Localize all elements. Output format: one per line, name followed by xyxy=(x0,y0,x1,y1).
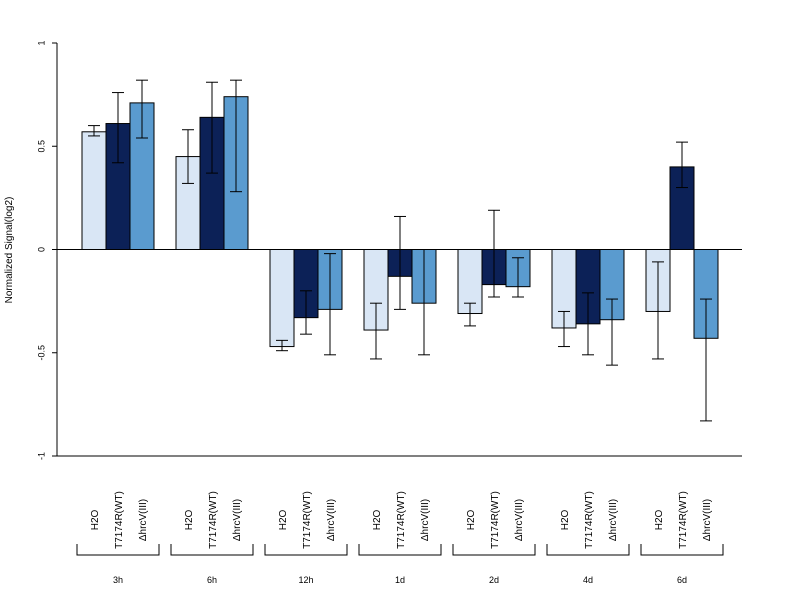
group-bracket xyxy=(170,544,254,556)
category-label: H2O xyxy=(184,509,195,530)
category-label: T7174R(WT) xyxy=(396,491,407,549)
category-label: H2O xyxy=(278,509,289,530)
group-label: 1d xyxy=(395,575,405,585)
category-label: H2O xyxy=(372,509,383,530)
y-axis: 1 0.5 0 -0.5 -1 xyxy=(36,40,58,460)
category-label: H2O xyxy=(560,509,571,530)
group-label: 12h xyxy=(298,575,313,585)
category-label: T7174R(WT) xyxy=(302,491,313,549)
category-label: T7174R(WT) xyxy=(114,491,125,549)
category-labels-layer: H2O T7174R(WT) ΔhrcV(III) H2O T7174R(WT) Δhrc… xyxy=(90,491,713,549)
group-bracket xyxy=(76,544,160,556)
group-label: 6h xyxy=(207,575,217,585)
y-tick-label: 0.5 xyxy=(36,140,46,153)
category-label: H2O xyxy=(466,509,477,530)
group-label: 4d xyxy=(583,575,593,585)
y-tick-label: 0 xyxy=(36,247,46,252)
category-label: T7174R(WT) xyxy=(678,491,689,549)
category-label: H2O xyxy=(90,509,101,530)
category-label: ΔhrcV(III) xyxy=(326,499,337,541)
group-label: 6d xyxy=(677,575,687,585)
category-label: ΔhrcV(III) xyxy=(420,499,431,541)
group-bracket xyxy=(264,544,348,556)
bar xyxy=(81,131,107,250)
group-bracket xyxy=(358,544,442,556)
category-label: ΔhrcV(III) xyxy=(138,499,149,541)
group-brackets-layer: 3h 6h 12h 1d 2d 4d 6d xyxy=(76,544,724,585)
y-tick-label: -1 xyxy=(36,452,46,460)
group-label: 3h xyxy=(113,575,123,585)
category-label: T7174R(WT) xyxy=(584,491,595,549)
group-bracket xyxy=(452,544,536,556)
error-bars-layer xyxy=(88,79,712,422)
group-label: 2d xyxy=(489,575,499,585)
category-label: T7174R(WT) xyxy=(490,491,501,549)
y-axis-title: Normalized Signal(log2) xyxy=(4,197,15,304)
category-label: ΔhrcV(III) xyxy=(702,499,713,541)
category-label: T7174R(WT) xyxy=(208,491,219,549)
category-label: ΔhrcV(III) xyxy=(232,499,243,541)
group-bracket xyxy=(640,544,724,556)
y-tick-label: 1 xyxy=(36,40,46,45)
category-label: ΔhrcV(III) xyxy=(608,499,619,541)
category-label: H2O xyxy=(654,509,665,530)
y-tick-label: -0.5 xyxy=(36,345,46,361)
group-bracket xyxy=(546,544,630,556)
category-label: ΔhrcV(III) xyxy=(514,499,525,541)
bar xyxy=(269,249,295,348)
